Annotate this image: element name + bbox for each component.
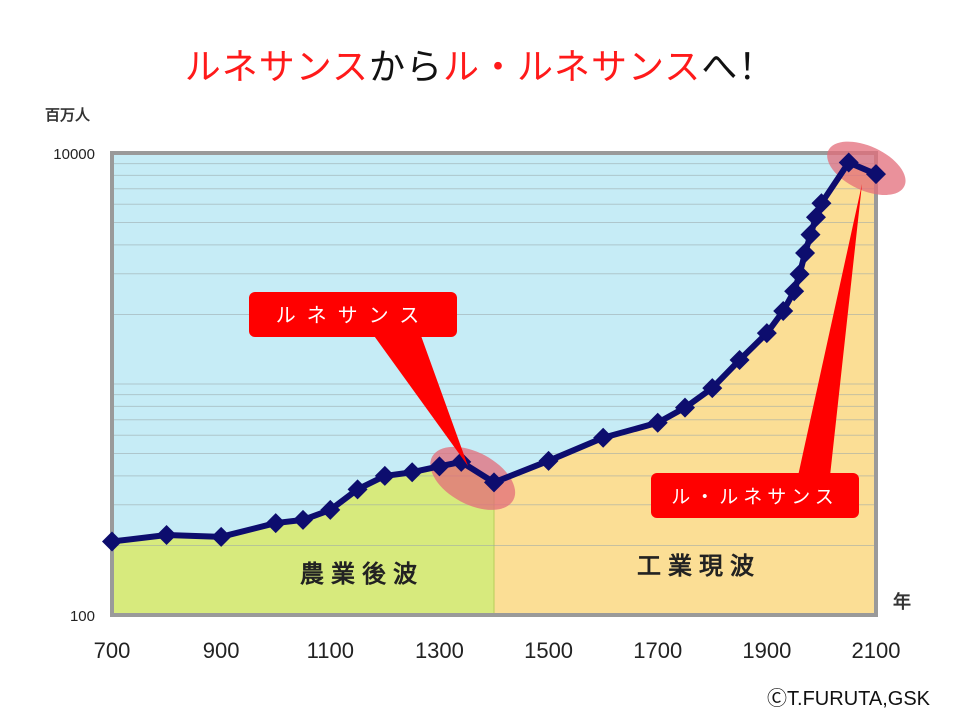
y-axis-label: 百万人 (45, 107, 91, 124)
data-point-marker (102, 531, 122, 552)
data-point-marker (374, 465, 395, 486)
re-renaissance-callout-box (651, 473, 859, 518)
data-point-marker (789, 264, 810, 285)
y-tick-label: 100 (70, 608, 95, 625)
x-tick-label: 1500 (524, 638, 573, 663)
re-renaissance-callout-pointer (798, 184, 862, 476)
data-point-marker (265, 513, 286, 534)
x-tick-label: 1900 (742, 638, 791, 663)
renaissance-callout-box (249, 292, 457, 337)
data-point-marker (729, 350, 750, 371)
data-point-marker (211, 526, 232, 547)
x-tick-label: 1300 (415, 638, 464, 663)
plot-frame (110, 151, 878, 617)
x-tick-label: 700 (94, 638, 131, 663)
title-part-renaissance: ルネサンス (184, 47, 369, 88)
data-point-marker (538, 450, 559, 471)
region-label-industrial: 工業現波 (637, 553, 761, 580)
data-point-marker (756, 323, 777, 344)
data-point-marker (293, 509, 313, 530)
data-point-marker (675, 397, 695, 418)
x-tick-label: 2100 (852, 638, 901, 663)
data-point-marker (593, 427, 614, 448)
population-line (111, 159, 878, 545)
copyright-notice: ⒸT.FURUTA,GSK (767, 688, 930, 710)
data-point-marker (811, 193, 832, 214)
title-part-to: へ！ (701, 47, 776, 88)
data-point-marker (784, 281, 805, 302)
data-point-marker (647, 412, 668, 433)
data-point-marker (156, 524, 177, 545)
title-part-from: から (368, 47, 443, 88)
slide-title: ルネサンスからル・ルネサンスへ！ (0, 38, 960, 90)
x-tick-label: 1700 (633, 638, 682, 663)
x-axis-label: 年 (893, 591, 911, 612)
data-point-marker (429, 456, 450, 477)
data-point-marker (838, 152, 859, 173)
data-point-marker (402, 462, 423, 483)
data-point-marker (773, 301, 794, 322)
renaissance-callout-pointer (372, 333, 468, 466)
data-point-marker (347, 479, 368, 500)
renaissance-callout-label: ルネサンス (276, 305, 431, 327)
x-tick-label: 1100 (307, 638, 354, 663)
data-point-marker (320, 499, 341, 520)
region-agricultural-wave (112, 461, 494, 615)
y-tick-label: 10000 (53, 146, 95, 163)
x-tick-label: 900 (203, 638, 240, 663)
data-point-marker (795, 243, 816, 264)
data-point-marker (702, 378, 723, 399)
data-point-marker (484, 472, 504, 493)
data-point-marker (800, 224, 821, 245)
data-point-marker (451, 451, 472, 472)
data-point-marker (866, 164, 886, 185)
region-label-agricultural: 農業後波 (300, 560, 424, 588)
re-renaissance-callout-label: ル・ルネサンス (671, 487, 839, 508)
title-part-re-renaissance: ル・ルネサンス (443, 47, 702, 88)
